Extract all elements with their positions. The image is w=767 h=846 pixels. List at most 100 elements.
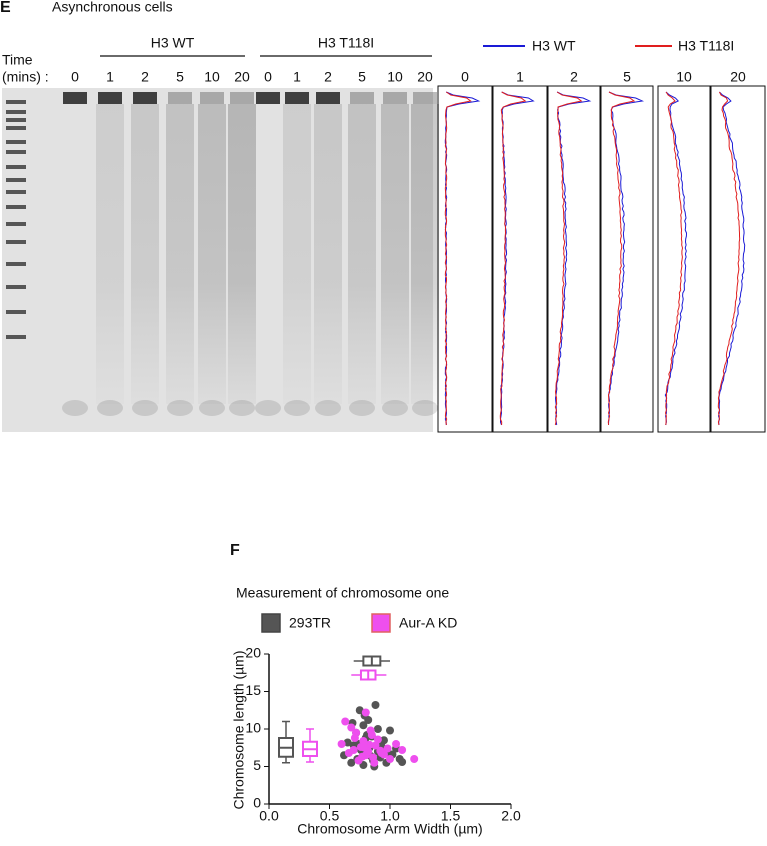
ladder-band [6, 178, 26, 182]
lane-smear [411, 104, 439, 404]
profile-trace [717, 91, 741, 426]
well-band [285, 92, 309, 104]
point [359, 721, 368, 730]
dye-front [349, 400, 375, 416]
ladder-band [6, 335, 26, 339]
point [355, 706, 364, 715]
point [371, 741, 380, 750]
well-band [63, 92, 87, 104]
lane-smear [283, 104, 311, 404]
group-label: H3 T118I [318, 35, 374, 51]
x-axis-label: Chromosome Arm Width (µm) [297, 821, 482, 837]
chart-title: Measurement of chromosome one [236, 585, 449, 601]
lane-smear [228, 104, 256, 404]
point [347, 723, 356, 732]
dye-front [412, 400, 438, 416]
dye-front [62, 400, 88, 416]
point [392, 740, 401, 748]
panel-label: F [230, 542, 240, 559]
lane-smear [166, 104, 194, 404]
ladder-band [6, 110, 26, 114]
legend-text: H3 WT [532, 38, 576, 54]
profile-box [437, 85, 493, 433]
lane-label: 1 [293, 69, 301, 85]
time-label: (mins) : [2, 69, 49, 85]
ladder-band [6, 262, 26, 266]
profile-trace [444, 91, 481, 426]
point [373, 725, 382, 733]
lane-smear [381, 104, 409, 404]
ladder-band [6, 240, 26, 244]
point [386, 726, 394, 735]
well-band [350, 92, 374, 104]
well-band [413, 92, 437, 104]
legend-swatch [261, 613, 281, 633]
group-label: H3 WT [151, 35, 195, 51]
point [373, 735, 382, 744]
point [370, 758, 379, 767]
profile-label: 5 [623, 69, 631, 85]
dye-front [167, 400, 193, 416]
dye-front [315, 400, 341, 416]
ladder-band [6, 100, 26, 104]
y-tick-label: 0 [253, 795, 261, 811]
point [377, 749, 386, 757]
y-axis-label: Chromosome length (µm) [231, 650, 247, 809]
x-tick-label: 1.0 [380, 808, 400, 824]
profile-trace [499, 91, 527, 426]
point [398, 746, 407, 754]
profile-trace [664, 91, 688, 426]
profile-box [600, 85, 654, 433]
x-tick-label: 0.5 [320, 808, 340, 824]
ladder-band [6, 140, 26, 144]
x-tick-label: 2.0 [501, 808, 521, 824]
point [359, 737, 368, 745]
well-band [133, 92, 157, 104]
point [343, 738, 352, 747]
profile-label: 20 [730, 69, 746, 85]
gel-bands [6, 92, 439, 416]
lane-smear [96, 104, 124, 404]
profile-label: 1 [516, 69, 524, 85]
profile-box [492, 85, 548, 433]
point [398, 758, 407, 766]
lane-label: 10 [387, 69, 403, 85]
ladder-band [6, 118, 26, 122]
profile-trace [444, 91, 472, 426]
profile-box [657, 85, 711, 433]
dye-front [229, 400, 255, 416]
ladder-band [6, 310, 26, 314]
point [337, 740, 346, 748]
x-tick-label: 0.0 [259, 808, 279, 824]
point [371, 701, 380, 709]
well-band [383, 92, 407, 104]
point [349, 746, 358, 754]
profile-trace [717, 91, 746, 426]
y-tick-label: 5 [253, 757, 261, 773]
lane-label: 20 [234, 69, 250, 85]
ladder-band [6, 190, 26, 194]
well-band [98, 92, 122, 104]
point [361, 708, 370, 717]
time-label: Time [2, 52, 33, 68]
profiles [437, 85, 766, 433]
lane-label: 5 [176, 69, 184, 85]
dye-front [382, 400, 408, 416]
legend-swatch [371, 613, 391, 633]
point [360, 743, 369, 752]
point [379, 736, 388, 745]
ladder-band [6, 205, 26, 209]
lane-label: 1 [106, 69, 114, 85]
x-tick-label: 1.5 [441, 808, 461, 824]
point [383, 744, 392, 753]
lane-smear [131, 104, 159, 404]
profile-trace [500, 91, 535, 426]
legend-text: H3 T118I [678, 38, 734, 54]
profile-box [547, 85, 601, 433]
profile-trace [608, 91, 645, 426]
lane-label: 0 [264, 69, 272, 85]
point [386, 755, 394, 763]
point [350, 734, 359, 742]
profile-trace [664, 91, 684, 426]
